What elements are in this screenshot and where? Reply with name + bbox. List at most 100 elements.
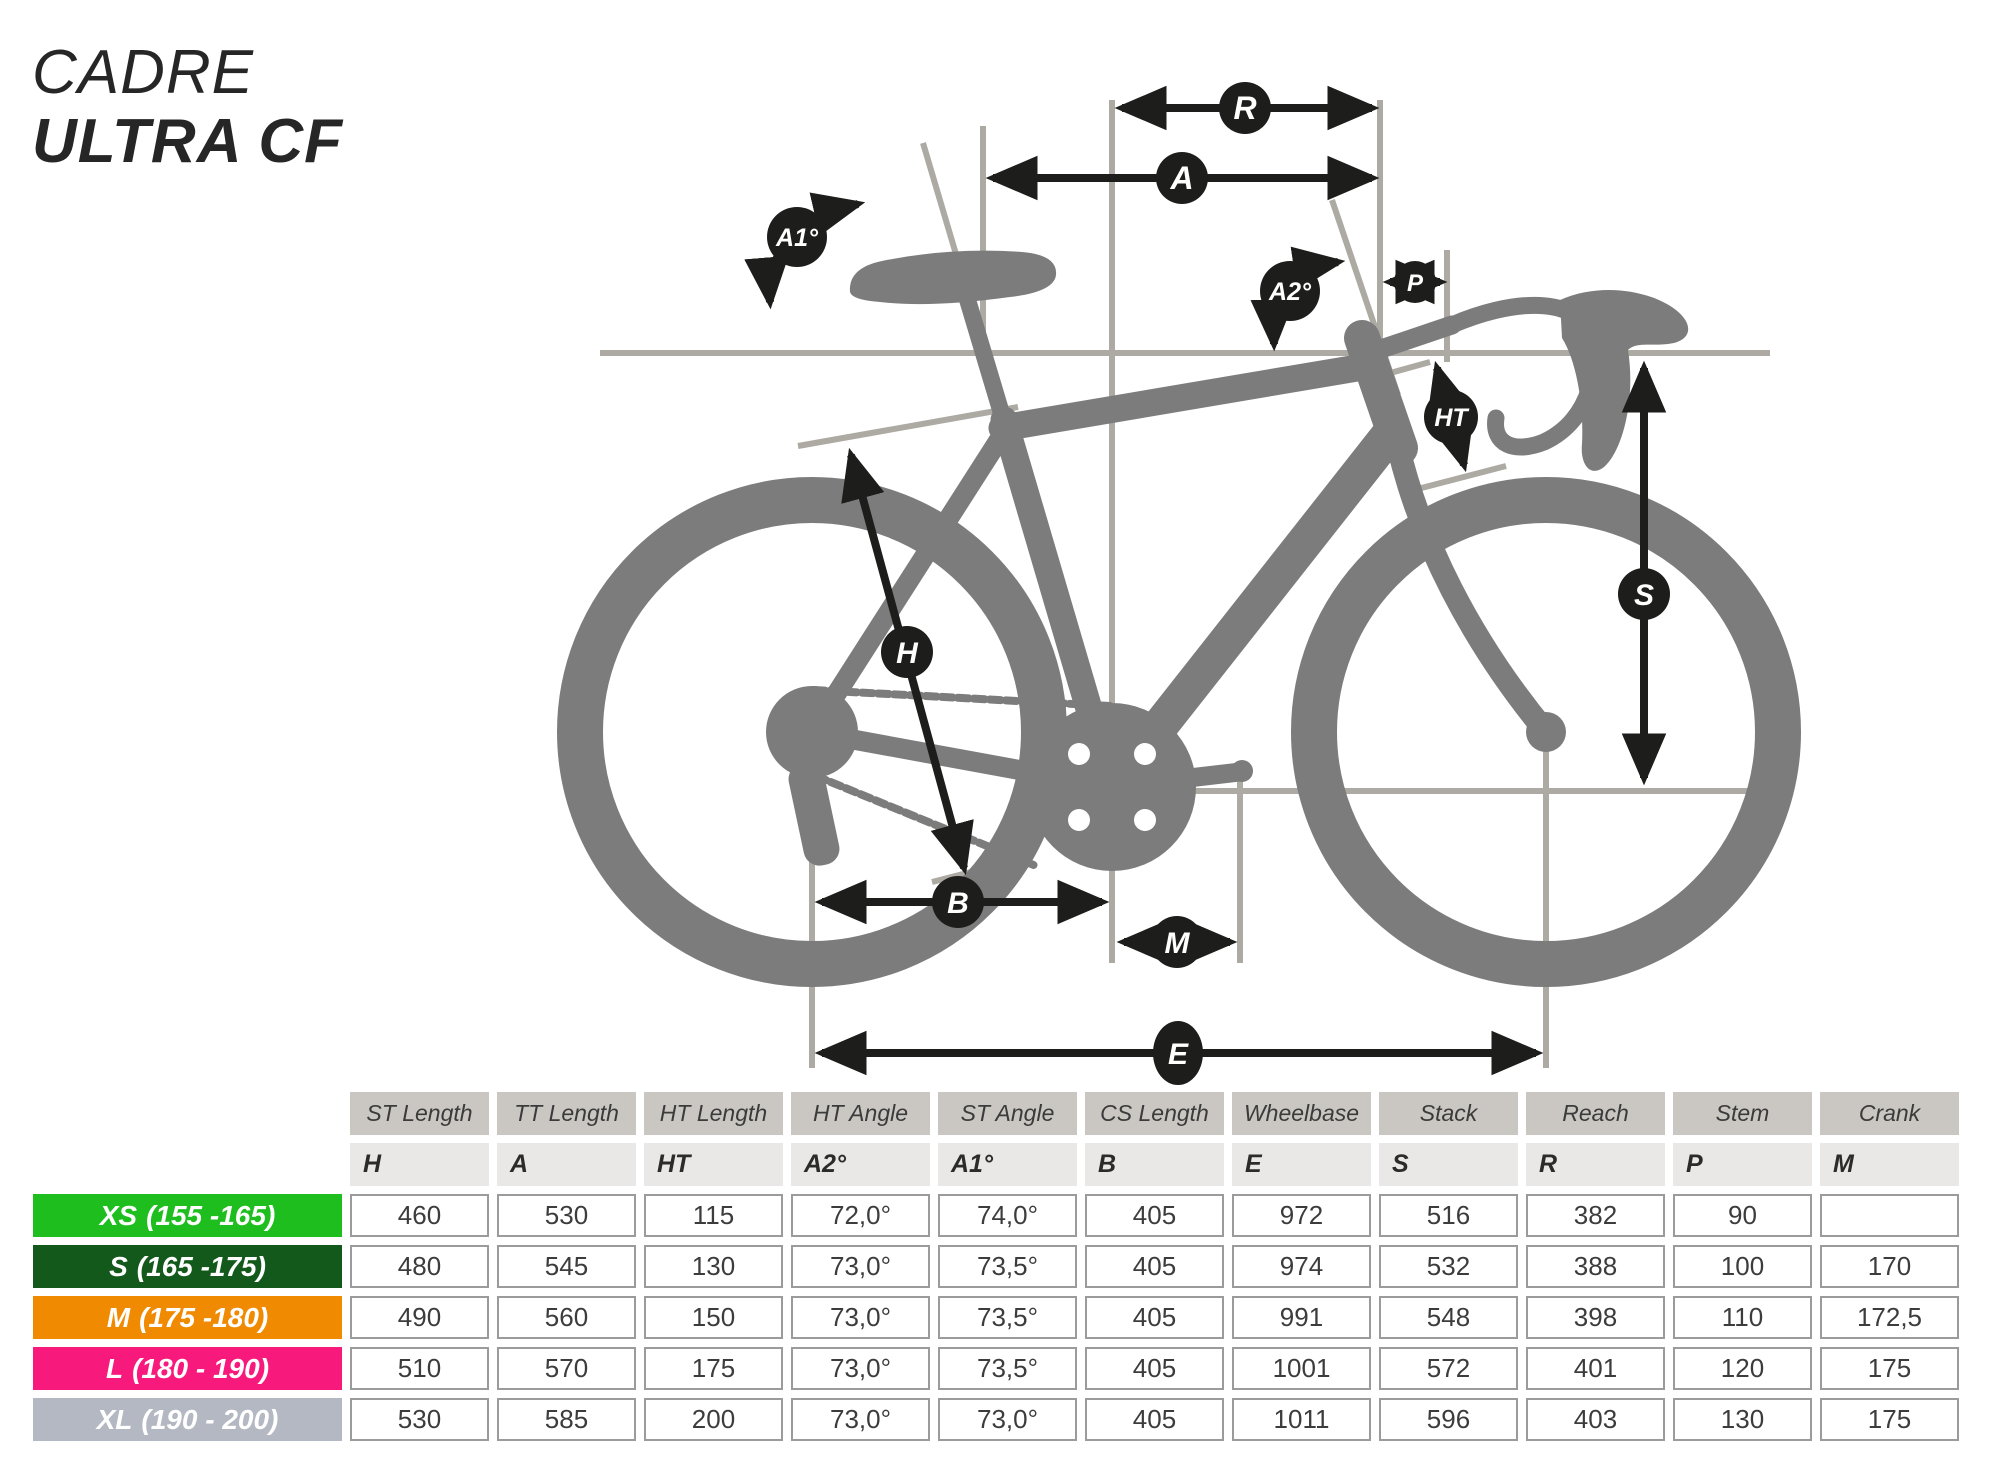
saddle <box>849 250 1057 305</box>
title-line-model: ULTRA CF <box>32 107 344 177</box>
title-line-cadre: CADRE <box>32 38 255 107</box>
geometry-value-m-cs-length: 405 <box>1085 1296 1224 1339</box>
reach-label-text: R <box>1233 90 1256 126</box>
label-reach: R <box>1219 82 1271 134</box>
geometry-value-xl-stem: 130 <box>1673 1398 1812 1441</box>
geometry-value-m-st-angle: 73,5° <box>938 1296 1077 1339</box>
geometry-value-m-wheelbase: 991 <box>1232 1296 1371 1339</box>
column-header-reach: Reach <box>1526 1092 1665 1135</box>
geometry-value-xs-cs-length: 405 <box>1085 1194 1224 1237</box>
geometry-value-xl-crank: 175 <box>1820 1398 1959 1441</box>
cassette <box>766 686 858 778</box>
column-code-s: S <box>1379 1143 1518 1186</box>
size-range: (175 -180) <box>139 1301 269 1333</box>
column-header-cs-length: CS Length <box>1085 1092 1224 1135</box>
geometry-value-m-stack: 548 <box>1379 1296 1518 1339</box>
geometry-value-s-wheelbase: 974 <box>1232 1245 1371 1288</box>
column-header-wheelbase: Wheelbase <box>1232 1092 1371 1135</box>
seat-tube-label-text: H <box>896 637 919 670</box>
label-crank: M <box>1151 916 1203 968</box>
geometry-value-m-stem: 110 <box>1673 1296 1812 1339</box>
geometry-value-s-tt-length: 545 <box>497 1245 636 1288</box>
column-header-stem: Stem <box>1673 1092 1812 1135</box>
geometry-value-s-st-angle: 73,5° <box>938 1245 1077 1288</box>
stack-label-text: S <box>1634 579 1654 612</box>
chainring-holes <box>1068 743 1156 831</box>
column-header-crank: Crank <box>1820 1092 1959 1135</box>
pedal <box>1231 760 1253 782</box>
geometry-value-s-ht-length: 130 <box>644 1245 783 1288</box>
geometry-value-m-tt-length: 560 <box>497 1296 636 1339</box>
geometry-value-xl-cs-length: 405 <box>1085 1398 1224 1441</box>
label-top-tube: A <box>1156 152 1208 204</box>
column-code-a2: A2° <box>791 1143 930 1186</box>
size-range: (155 -165) <box>146 1199 276 1231</box>
label-head-angle: A2° <box>1260 261 1320 321</box>
head-angle-label-text: A2° <box>1268 278 1312 306</box>
geometry-value-xl-stack: 596 <box>1379 1398 1518 1441</box>
column-code-b: B <box>1085 1143 1224 1186</box>
front-wheel <box>1291 477 1801 987</box>
geometry-value-l-ht-angle: 73,0° <box>791 1347 930 1390</box>
fork <box>1386 434 1558 744</box>
size-range: (190 - 200) <box>141 1403 279 1435</box>
geometry-value-l-tt-length: 570 <box>497 1347 636 1390</box>
size-label-s: S (165 -175) <box>33 1245 342 1288</box>
size-label-xs: XS (155 -165) <box>33 1194 342 1237</box>
column-code-p: P <box>1673 1143 1812 1186</box>
rear-wheel <box>557 477 1067 987</box>
geometry-value-s-stack: 532 <box>1379 1245 1518 1288</box>
geometry-value-xs-ht-length: 115 <box>644 1194 783 1237</box>
bike-geometry-diagram: R A A1° A2° P HT S H <box>557 82 1801 1085</box>
column-code-ht: HT <box>644 1143 783 1186</box>
geometry-value-s-reach: 388 <box>1526 1245 1665 1288</box>
geometry-value-l-stem: 120 <box>1673 1347 1812 1390</box>
measurement-labels: R A A1° A2° P HT S H <box>767 82 1670 1085</box>
geometry-value-xs-st-length: 460 <box>350 1194 489 1237</box>
geometry-value-m-reach: 398 <box>1526 1296 1665 1339</box>
geometry-value-xl-tt-length: 585 <box>497 1398 636 1441</box>
size-range: (165 -175) <box>136 1250 266 1282</box>
header-spacer <box>33 1092 342 1135</box>
column-header-st-length: ST Length <box>350 1092 489 1135</box>
column-header-ht-length: HT Length <box>644 1092 783 1135</box>
header-spacer <box>33 1143 342 1186</box>
size-code: M <box>106 1301 131 1333</box>
column-header-stack: Stack <box>1379 1092 1518 1135</box>
geometry-value-xs-wheelbase: 972 <box>1232 1194 1371 1237</box>
geometry-value-s-st-length: 480 <box>350 1245 489 1288</box>
geometry-value-l-st-length: 510 <box>350 1347 489 1390</box>
size-label-m: M (175 -180) <box>33 1296 342 1339</box>
size-code: XS <box>99 1199 138 1231</box>
top-tube <box>988 351 1389 442</box>
geometry-value-xl-ht-length: 200 <box>644 1398 783 1441</box>
geometry-value-l-crank: 175 <box>1820 1347 1959 1390</box>
size-label-l: L (180 - 190) <box>33 1347 342 1390</box>
column-code-r: R <box>1526 1143 1665 1186</box>
bike-silhouette <box>557 250 1801 987</box>
geometry-value-l-st-angle: 73,5° <box>938 1347 1077 1390</box>
label-chainstay: B <box>932 876 984 928</box>
geometry-value-l-cs-length: 405 <box>1085 1347 1224 1390</box>
rear-derailleur <box>788 762 840 866</box>
head-tube <box>1344 320 1418 466</box>
chain-top <box>810 686 1114 710</box>
geometry-value-l-wheelbase: 1001 <box>1232 1347 1371 1390</box>
tick-head-tube-bottom <box>1405 463 1507 495</box>
geometry-value-m-crank: 172,5 <box>1820 1296 1959 1339</box>
label-seat-angle: A1° <box>767 207 827 267</box>
column-code-m: M <box>1820 1143 1959 1186</box>
geometry-value-s-cs-length: 405 <box>1085 1245 1224 1288</box>
size-range: (180 - 190) <box>132 1352 270 1384</box>
geometry-value-s-crank: 170 <box>1820 1245 1959 1288</box>
geometry-value-m-ht-length: 150 <box>644 1296 783 1339</box>
stem-label-text: P <box>1407 270 1424 297</box>
geometry-value-xs-ht-angle: 72,0° <box>791 1194 930 1237</box>
geometry-value-s-stem: 100 <box>1673 1245 1812 1288</box>
chainring <box>1028 703 1196 871</box>
geometry-value-l-ht-length: 175 <box>644 1347 783 1390</box>
tick-seat-cluster <box>797 404 1019 449</box>
geometry-value-xs-reach: 382 <box>1526 1194 1665 1237</box>
geometry-value-xl-wheelbase: 1011 <box>1232 1398 1371 1441</box>
